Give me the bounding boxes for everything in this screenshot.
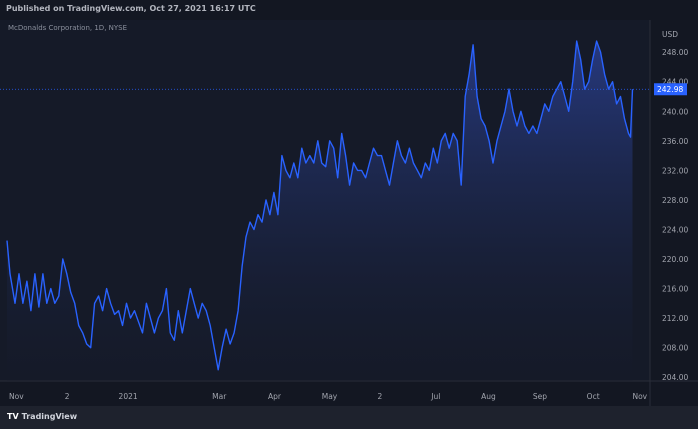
x-tick-label: Mar xyxy=(212,392,227,401)
price-line[interactable] xyxy=(6,40,634,371)
x-tick-label: 2 xyxy=(378,392,383,401)
x-tick-label: Nov xyxy=(632,392,647,401)
brand-name: TradingView xyxy=(21,412,78,421)
currency-label: USD xyxy=(662,30,678,39)
tradingview-logo[interactable]: TV TradingView xyxy=(7,412,77,421)
last-price-value: 242.98 xyxy=(657,85,683,94)
y-tick-label: 224.00 xyxy=(662,225,688,234)
y-tick-label: 216.00 xyxy=(662,285,688,294)
y-tick-label: 236.00 xyxy=(662,137,688,146)
price-area-fill xyxy=(7,41,633,381)
x-tick-label: Aug xyxy=(481,392,496,401)
tv-logo-icon: TV xyxy=(7,412,19,421)
y-tick-label: 208.00 xyxy=(662,344,688,353)
x-tick-label: Nov xyxy=(9,392,24,401)
last-price-tag xyxy=(654,83,687,96)
y-tick-label: 204.00 xyxy=(662,373,688,382)
symbol-legend: McDonalds Corporation, 1D, NYSE xyxy=(8,24,128,32)
y-tick-label: 240.00 xyxy=(662,107,688,116)
top-bar: Published on TradingView.com, Oct 27, 20… xyxy=(0,0,698,20)
published-caption: Published on TradingView.com, Oct 27, 20… xyxy=(6,4,256,13)
footer-bar xyxy=(0,406,698,429)
y-tick-label: 220.00 xyxy=(662,255,688,264)
y-tick-label: 248.00 xyxy=(662,48,688,57)
y-tick-label: 244.00 xyxy=(662,78,688,87)
y-tick-label: 228.00 xyxy=(662,196,688,205)
x-tick-label: May xyxy=(322,392,338,401)
x-tick-label: 2021 xyxy=(119,392,138,401)
x-tick-label: Apr xyxy=(268,392,282,401)
x-tick-label: 2 xyxy=(65,392,70,401)
y-tick-label: 232.00 xyxy=(662,166,688,175)
x-tick-label: Oct xyxy=(587,392,600,401)
y-tick-label: 212.00 xyxy=(662,314,688,323)
x-tick-label: Sep xyxy=(533,392,547,401)
x-tick-label: Jul xyxy=(430,392,440,401)
